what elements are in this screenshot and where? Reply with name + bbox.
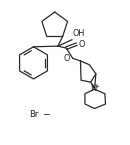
Text: N: N bbox=[90, 84, 97, 93]
Text: −: − bbox=[42, 109, 49, 118]
Text: O: O bbox=[79, 40, 85, 49]
Text: Br: Br bbox=[29, 110, 38, 119]
Text: OH: OH bbox=[73, 29, 85, 38]
Text: +: + bbox=[95, 84, 100, 89]
Text: O: O bbox=[63, 54, 70, 63]
